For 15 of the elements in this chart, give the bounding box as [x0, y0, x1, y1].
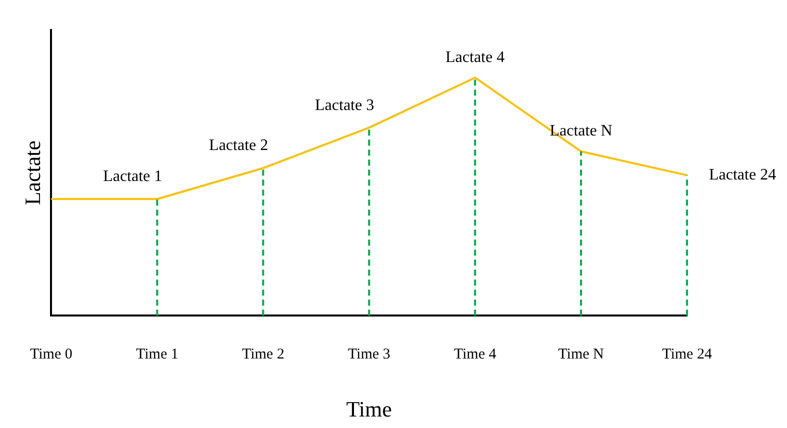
annotation: Lactate 4: [446, 48, 505, 66]
annotation: Lactate 24: [709, 166, 776, 184]
y-axis-title: Lactate: [20, 140, 45, 206]
annotation: Lactate 3: [315, 96, 374, 114]
annotation: Lactate 1: [103, 168, 162, 186]
annotation: Lactate 2: [209, 137, 268, 154]
x-tick-label: Time N: [558, 346, 604, 363]
x-tick-label: Time 2: [242, 346, 284, 363]
annotation: Lactate N: [550, 122, 613, 140]
x-tick-label: Time 24: [662, 346, 712, 363]
x-tick-label: Time 1: [136, 346, 178, 363]
x-tick-label: Time 3: [348, 346, 390, 363]
x-axis-title: Time: [346, 396, 392, 422]
x-tick-label: Time 0: [30, 346, 72, 363]
x-tick-label: Time 4: [454, 346, 497, 363]
